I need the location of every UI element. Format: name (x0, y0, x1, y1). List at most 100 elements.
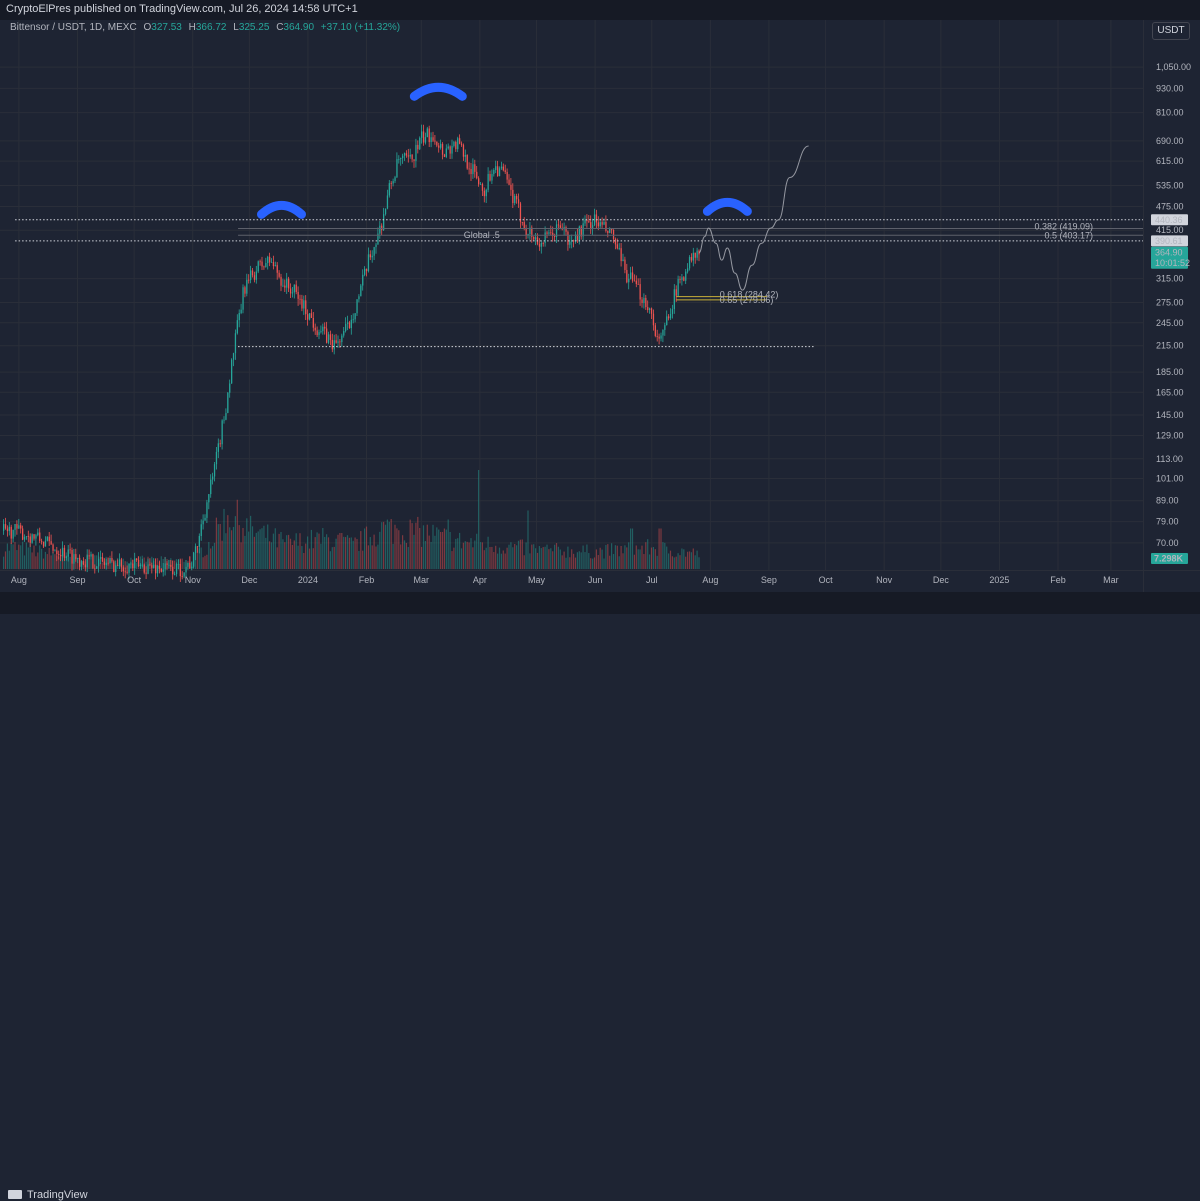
volume-bar (198, 548, 200, 569)
volume-bar (282, 539, 284, 569)
candle-body (194, 546, 197, 554)
volume-bar (421, 546, 423, 569)
volume-bar (248, 531, 250, 569)
candle-body (631, 272, 634, 281)
candle-body (20, 525, 22, 529)
volume-bar (295, 533, 297, 569)
volume-bar (685, 556, 687, 569)
candle-body (295, 284, 297, 292)
x-tick-label: Jun (588, 575, 603, 585)
volume-bar (41, 548, 43, 569)
volume-bar (318, 533, 320, 569)
volume-bar (601, 549, 603, 569)
candle-body (390, 183, 392, 184)
candle-body (183, 572, 185, 577)
candle-body (232, 353, 235, 360)
candle-body (41, 540, 43, 542)
candle-body (4, 524, 7, 529)
volume-bar (50, 555, 52, 569)
candle-body (136, 558, 138, 560)
volume-bar (101, 562, 103, 569)
candle-body (367, 254, 370, 272)
candle-body (225, 412, 227, 420)
price-chart[interactable]: 1,050.00 930.00 810.00 690.00 615.00 535.00 47… (0, 0, 1200, 614)
candle-body (259, 261, 261, 263)
candle-body (236, 320, 238, 334)
candle-body (472, 164, 474, 175)
volume-bar (10, 543, 12, 569)
volume-bar (288, 534, 290, 569)
volume-bar (635, 545, 637, 569)
currency-button[interactable]: USDT (1152, 22, 1190, 40)
candle-body (552, 232, 554, 237)
candle-body (132, 563, 134, 569)
candle-body (67, 549, 69, 557)
candle-body (402, 155, 404, 159)
volume-bar (519, 539, 521, 569)
candle-body (107, 562, 109, 564)
candle-body (331, 339, 333, 350)
candle-body (409, 154, 411, 157)
candle-body (115, 565, 117, 572)
volume-bar (645, 542, 647, 569)
candle-body (101, 557, 104, 562)
volume-bar (301, 546, 303, 569)
y-tick-label: 70.00 (1156, 538, 1179, 548)
candle-body (419, 137, 421, 150)
volume-bar (571, 549, 573, 569)
volume-bar (662, 542, 664, 569)
volume-bar (641, 545, 643, 569)
volume-bar (3, 556, 5, 569)
candle-body (189, 562, 191, 569)
candle-body (460, 143, 463, 145)
y-tick-label: 810.00 (1156, 108, 1184, 118)
candle-body (172, 566, 174, 575)
candle-body (98, 558, 100, 567)
candle-body (405, 153, 408, 156)
candle-body (234, 333, 237, 354)
candle-body (595, 214, 598, 223)
volume-bar (637, 549, 639, 569)
volume-bar (618, 556, 620, 569)
volume-bar (535, 548, 537, 569)
volume-bar (563, 551, 565, 569)
candle-body (52, 544, 54, 551)
candle-body (240, 309, 242, 313)
candle-body (333, 340, 335, 350)
volume-bar (143, 557, 145, 569)
volume-bar (23, 555, 26, 569)
candle-body (578, 226, 580, 241)
candle-body (151, 565, 153, 568)
volume-bar (219, 524, 221, 569)
candle-body (649, 308, 651, 311)
y-tick-label: 101.00 (1156, 473, 1184, 483)
candle-body (383, 214, 385, 231)
candle-body (227, 392, 229, 413)
tradingview-brand: TradingView (8, 1189, 88, 1201)
price-tag-390-label: 390.61 (1155, 236, 1183, 246)
candle-body (432, 137, 434, 141)
volume-bar (658, 528, 660, 569)
candle-body (286, 278, 288, 288)
candle-body (137, 559, 140, 567)
candle-body (255, 271, 257, 280)
candle-body (662, 329, 664, 336)
candle-body (113, 561, 115, 572)
candle-body (267, 256, 269, 264)
volume-bar (390, 519, 392, 569)
volume-bar (432, 524, 434, 569)
volume-bar (441, 531, 444, 569)
volume-bar (299, 533, 301, 569)
candle-body (421, 131, 423, 138)
volume-bar (339, 533, 341, 569)
candle-body (156, 565, 159, 574)
volume-bar (46, 554, 48, 569)
candle-body (250, 270, 252, 280)
volume-bar (217, 524, 219, 569)
candle-body (546, 232, 548, 234)
candle-body (403, 153, 406, 156)
candle-body (445, 148, 447, 157)
candle-body (523, 222, 525, 229)
candle-body (320, 331, 322, 333)
volume-bar (521, 539, 523, 569)
